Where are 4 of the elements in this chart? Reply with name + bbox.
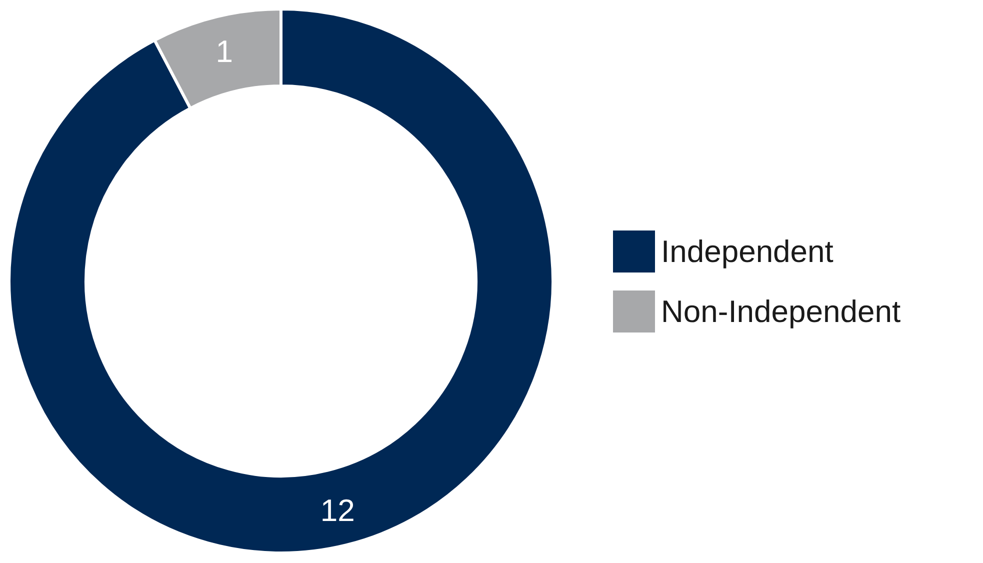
legend-label: Independent (661, 234, 834, 269)
legend-label: Non-Independent (661, 294, 901, 329)
data-label: 1 (216, 34, 234, 69)
data-label: 12 (320, 493, 355, 528)
